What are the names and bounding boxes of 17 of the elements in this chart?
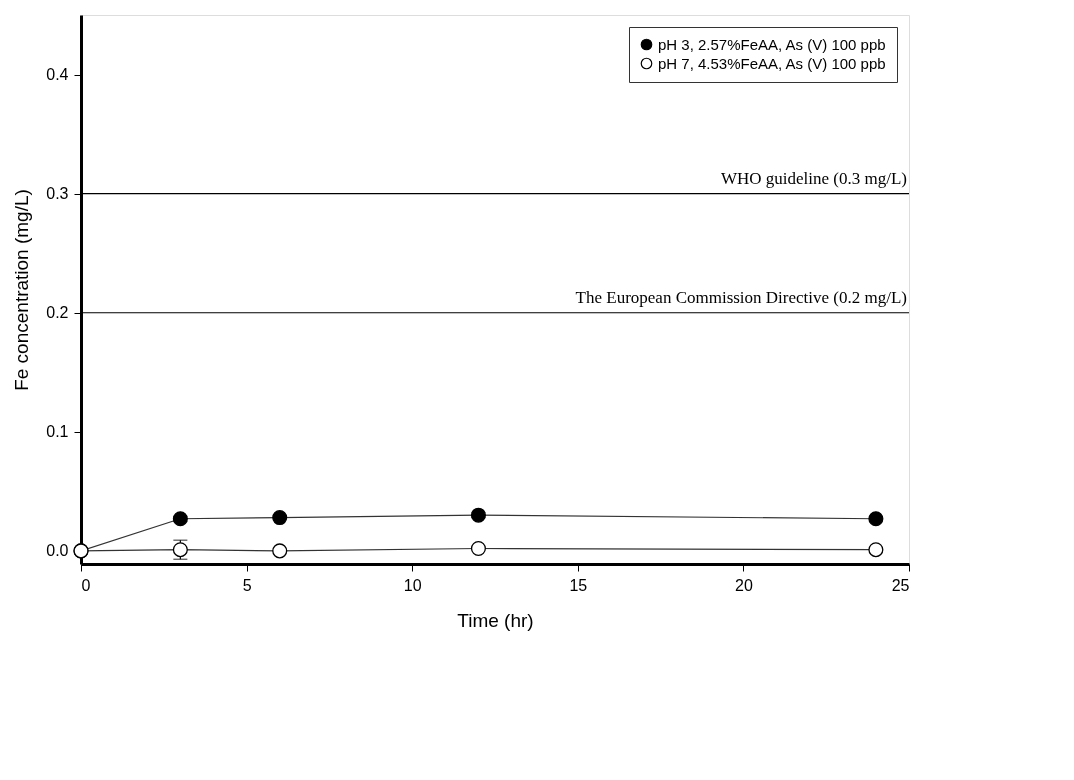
x-tick-label: 10 [403, 576, 422, 594]
x-tick-label: 20 [735, 576, 753, 594]
x-tick-label: 15 [569, 576, 588, 594]
ref-line-label: WHO guideline (0.3 mg/L) [720, 168, 907, 188]
legend-label: pH 7, 4.53%FeAA, As (V) 100 ppb [658, 54, 886, 72]
y-tick-label: 0.3 [46, 185, 69, 203]
y-tick-label: 0.0 [46, 542, 69, 560]
y-tick-label: 0.4 [46, 66, 69, 84]
x-tick-label: 0 [81, 576, 91, 594]
y-tick-label: 0.2 [46, 304, 69, 322]
x-axis-title: Time (hr) [457, 609, 534, 631]
y-tick-label: 0.1 [46, 423, 69, 441]
x-tick-label: 5 [242, 576, 252, 594]
x-tick-label: 25 [891, 576, 910, 594]
y-axis-title: Fe concentration (mg/L) [11, 189, 33, 391]
ref-line-label: The European Commission Directive (0.2 mg/L) [575, 287, 907, 307]
legend-label: pH 3, 2.57%FeAA, As (V) 100 ppb [658, 35, 886, 53]
